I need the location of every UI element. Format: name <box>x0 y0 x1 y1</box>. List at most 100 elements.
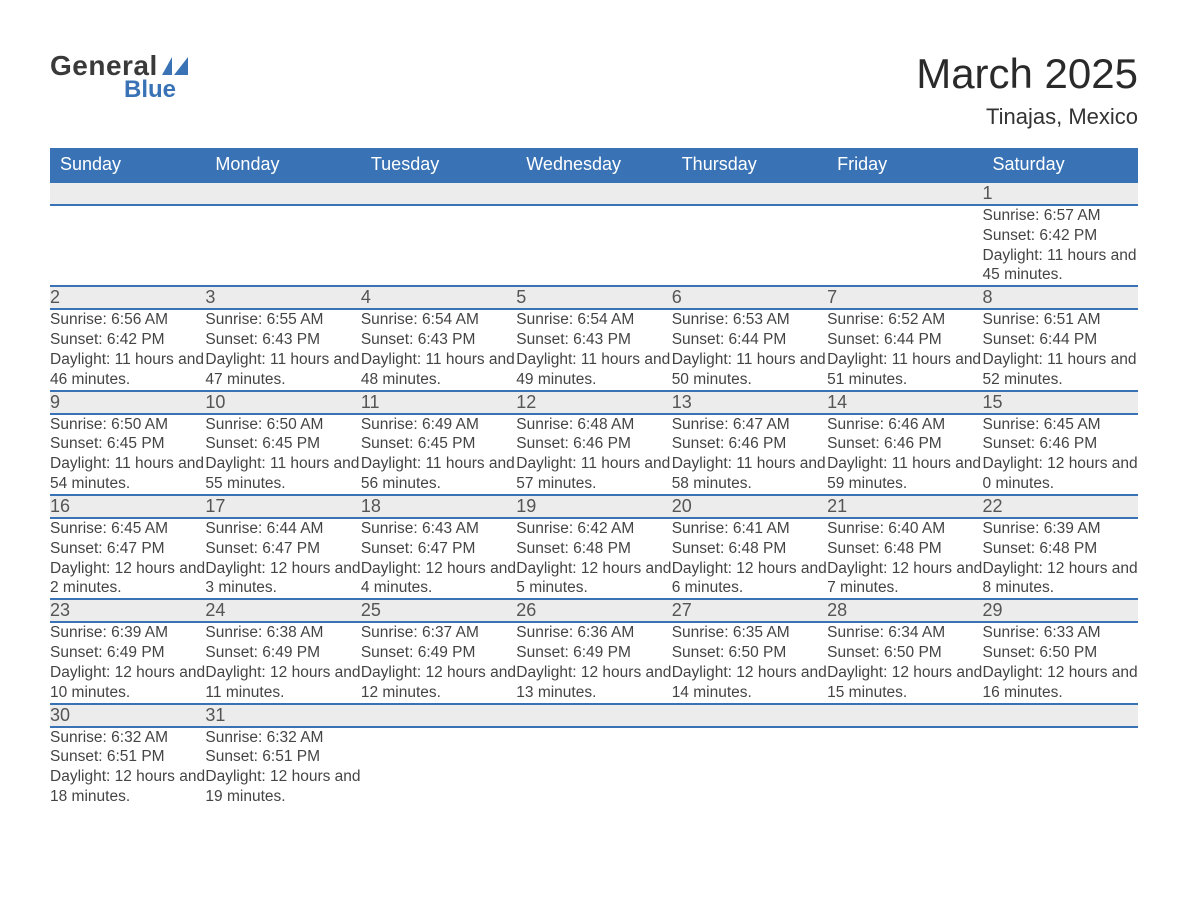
sunrise-text: Sunrise: 6:43 AM <box>361 519 516 539</box>
day-number: 10 <box>205 391 360 414</box>
week-0-daynum-row: 1 <box>50 182 1138 205</box>
sunset-text: Sunset: 6:45 PM <box>361 434 516 454</box>
logo-flag-icon <box>162 57 188 75</box>
day-number: 16 <box>50 495 205 518</box>
week-4-data-row: Sunrise: 6:39 AMSunset: 6:49 PMDaylight:… <box>50 622 1138 703</box>
day-cell: Sunrise: 6:52 AMSunset: 6:44 PMDaylight:… <box>827 309 982 390</box>
logo: General Blue <box>50 50 188 104</box>
day-number: 2 <box>50 286 205 309</box>
weekday-sun: Sunday <box>50 148 205 182</box>
weekday-sat: Saturday <box>983 148 1138 182</box>
day-cell: Sunrise: 6:47 AMSunset: 6:46 PMDaylight:… <box>672 414 827 495</box>
day-cell: Sunrise: 6:32 AMSunset: 6:51 PMDaylight:… <box>205 727 360 807</box>
daylight-text: Daylight: 11 hours and 49 minutes. <box>516 350 671 390</box>
daylight-text: Daylight: 12 hours and 14 minutes. <box>672 663 827 703</box>
day-cell <box>205 205 360 286</box>
day-number: 17 <box>205 495 360 518</box>
sunset-text: Sunset: 6:42 PM <box>983 226 1138 246</box>
week-5-data-row: Sunrise: 6:32 AMSunset: 6:51 PMDaylight:… <box>50 727 1138 807</box>
sunset-text: Sunset: 6:49 PM <box>205 643 360 663</box>
sunset-text: Sunset: 6:47 PM <box>50 539 205 559</box>
day-number: 24 <box>205 599 360 622</box>
week-3-data-row: Sunrise: 6:45 AMSunset: 6:47 PMDaylight:… <box>50 518 1138 599</box>
week-0-data-row: Sunrise: 6:57 AMSunset: 6:42 PMDaylight:… <box>50 205 1138 286</box>
day-number: 12 <box>516 391 671 414</box>
weekday-mon: Monday <box>205 148 360 182</box>
daylight-text: Daylight: 11 hours and 48 minutes. <box>361 350 516 390</box>
day-cell: Sunrise: 6:49 AMSunset: 6:45 PMDaylight:… <box>361 414 516 495</box>
sunrise-text: Sunrise: 6:57 AM <box>983 206 1138 226</box>
day-cell <box>516 205 671 286</box>
sunset-text: Sunset: 6:44 PM <box>672 330 827 350</box>
weekday-fri: Friday <box>827 148 982 182</box>
sunset-text: Sunset: 6:44 PM <box>827 330 982 350</box>
sunset-text: Sunset: 6:43 PM <box>516 330 671 350</box>
daylight-text: Daylight: 11 hours and 57 minutes. <box>516 454 671 494</box>
sunset-text: Sunset: 6:48 PM <box>983 539 1138 559</box>
sunset-text: Sunset: 6:51 PM <box>205 747 360 767</box>
day-cell <box>672 727 827 807</box>
sunset-text: Sunset: 6:50 PM <box>827 643 982 663</box>
day-number <box>50 182 205 205</box>
day-number <box>827 704 982 727</box>
day-cell: Sunrise: 6:42 AMSunset: 6:48 PMDaylight:… <box>516 518 671 599</box>
day-cell <box>361 205 516 286</box>
sunrise-text: Sunrise: 6:33 AM <box>983 623 1138 643</box>
daylight-text: Daylight: 12 hours and 11 minutes. <box>205 663 360 703</box>
day-number: 28 <box>827 599 982 622</box>
sunset-text: Sunset: 6:49 PM <box>516 643 671 663</box>
day-number: 22 <box>983 495 1138 518</box>
day-cell: Sunrise: 6:50 AMSunset: 6:45 PMDaylight:… <box>50 414 205 495</box>
daylight-text: Daylight: 12 hours and 18 minutes. <box>50 767 205 807</box>
day-number <box>983 704 1138 727</box>
sunset-text: Sunset: 6:43 PM <box>205 330 360 350</box>
daylight-text: Daylight: 12 hours and 10 minutes. <box>50 663 205 703</box>
sunset-text: Sunset: 6:48 PM <box>672 539 827 559</box>
sunrise-text: Sunrise: 6:44 AM <box>205 519 360 539</box>
day-number: 29 <box>983 599 1138 622</box>
sunrise-text: Sunrise: 6:36 AM <box>516 623 671 643</box>
daylight-text: Daylight: 12 hours and 2 minutes. <box>50 559 205 599</box>
sunrise-text: Sunrise: 6:34 AM <box>827 623 982 643</box>
sunrise-text: Sunrise: 6:39 AM <box>983 519 1138 539</box>
calendar-body: 1 Sunrise: 6:57 AMSunset: 6:42 PMDayligh… <box>50 182 1138 807</box>
sunrise-text: Sunrise: 6:40 AM <box>827 519 982 539</box>
daylight-text: Daylight: 12 hours and 5 minutes. <box>516 559 671 599</box>
day-cell: Sunrise: 6:32 AMSunset: 6:51 PMDaylight:… <box>50 727 205 807</box>
sunset-text: Sunset: 6:46 PM <box>827 434 982 454</box>
sunrise-text: Sunrise: 6:45 AM <box>983 415 1138 435</box>
week-5-daynum-row: 3031 <box>50 704 1138 727</box>
day-number: 6 <box>672 286 827 309</box>
sunrise-text: Sunrise: 6:38 AM <box>205 623 360 643</box>
day-cell <box>361 727 516 807</box>
day-number: 8 <box>983 286 1138 309</box>
day-number: 27 <box>672 599 827 622</box>
header: General Blue March 2025 Tinajas, Mexico <box>50 50 1138 130</box>
day-cell: Sunrise: 6:36 AMSunset: 6:49 PMDaylight:… <box>516 622 671 703</box>
month-title: March 2025 <box>916 50 1138 98</box>
day-cell: Sunrise: 6:50 AMSunset: 6:45 PMDaylight:… <box>205 414 360 495</box>
daylight-text: Daylight: 11 hours and 54 minutes. <box>50 454 205 494</box>
sunrise-text: Sunrise: 6:51 AM <box>983 310 1138 330</box>
day-number <box>361 704 516 727</box>
sunrise-text: Sunrise: 6:56 AM <box>50 310 205 330</box>
sunrise-text: Sunrise: 6:54 AM <box>361 310 516 330</box>
day-cell: Sunrise: 6:48 AMSunset: 6:46 PMDaylight:… <box>516 414 671 495</box>
day-number: 25 <box>361 599 516 622</box>
day-number: 23 <box>50 599 205 622</box>
sunset-text: Sunset: 6:51 PM <box>50 747 205 767</box>
sunrise-text: Sunrise: 6:32 AM <box>205 728 360 748</box>
day-number <box>361 182 516 205</box>
day-number: 11 <box>361 391 516 414</box>
sunset-text: Sunset: 6:49 PM <box>50 643 205 663</box>
day-number: 18 <box>361 495 516 518</box>
week-3-daynum-row: 16171819202122 <box>50 495 1138 518</box>
sunrise-text: Sunrise: 6:42 AM <box>516 519 671 539</box>
day-cell: Sunrise: 6:54 AMSunset: 6:43 PMDaylight:… <box>361 309 516 390</box>
day-cell: Sunrise: 6:57 AMSunset: 6:42 PMDaylight:… <box>983 205 1138 286</box>
day-cell: Sunrise: 6:38 AMSunset: 6:49 PMDaylight:… <box>205 622 360 703</box>
day-cell <box>827 727 982 807</box>
sunset-text: Sunset: 6:47 PM <box>361 539 516 559</box>
title-block: March 2025 Tinajas, Mexico <box>916 50 1138 130</box>
sunrise-text: Sunrise: 6:39 AM <box>50 623 205 643</box>
